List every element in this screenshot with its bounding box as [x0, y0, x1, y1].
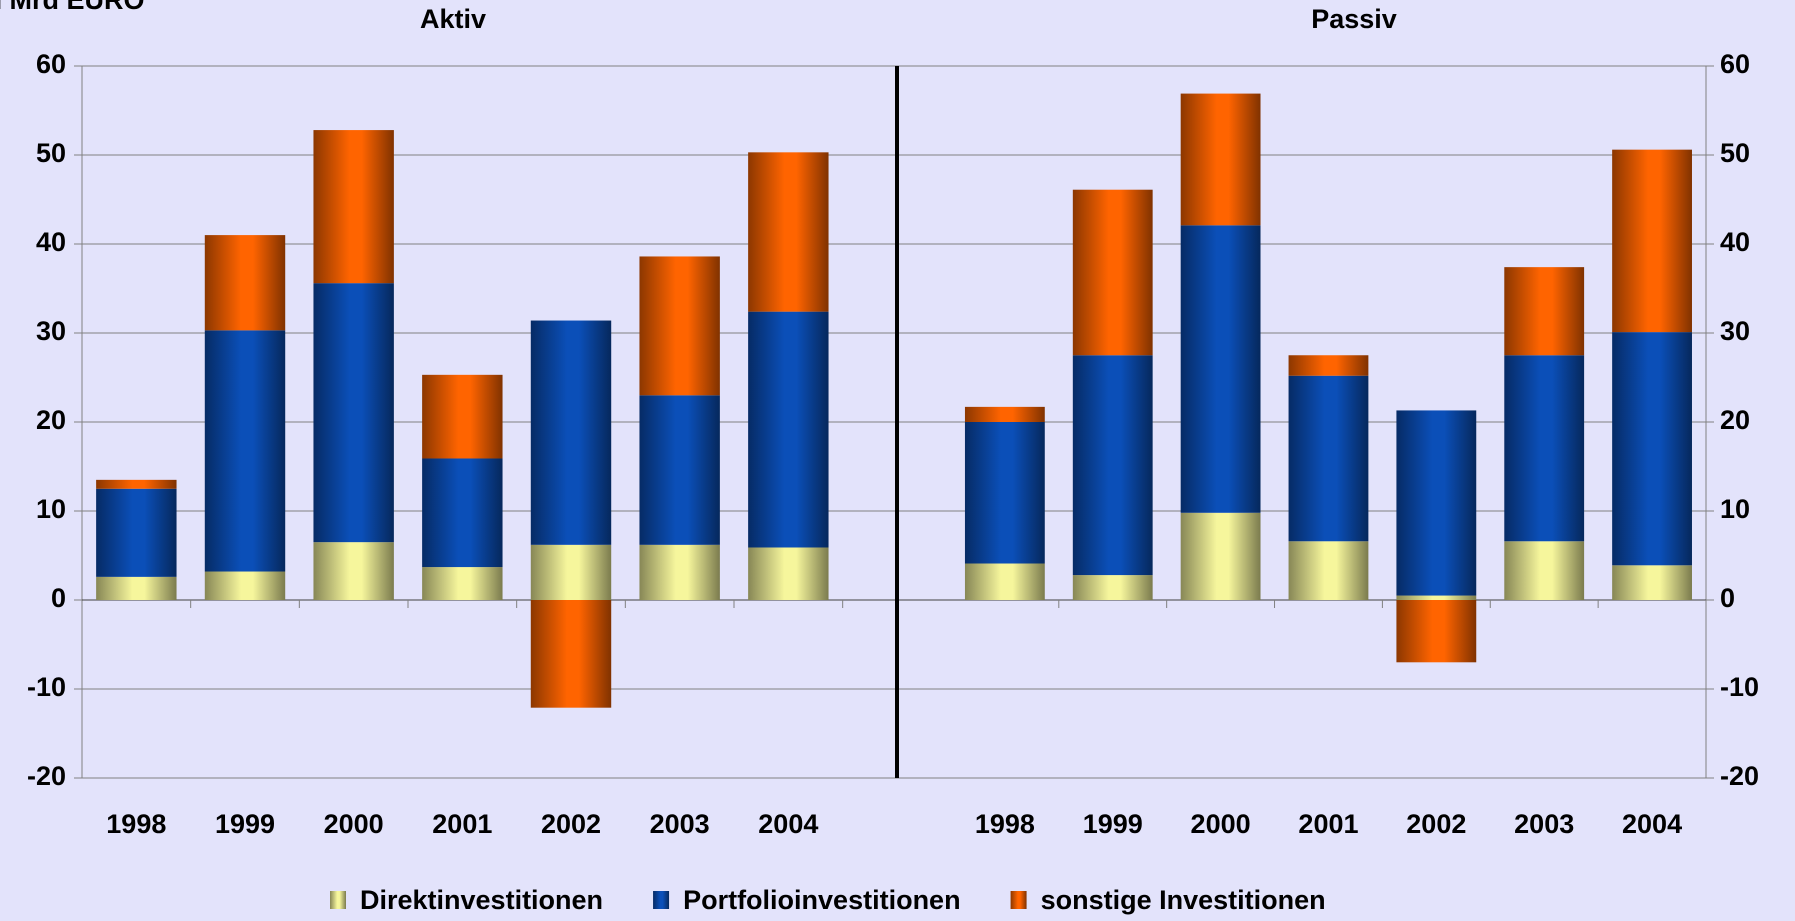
y-tick-label: 20	[1720, 405, 1750, 435]
bar-segment	[313, 542, 394, 600]
x-tick-label: 2002	[1406, 809, 1466, 839]
y-tick-label: 30	[1720, 316, 1750, 346]
bar-segment	[204, 330, 286, 572]
bar-segment	[1072, 189, 1153, 356]
bar-segment	[1288, 541, 1369, 600]
bar-segment	[1612, 565, 1692, 600]
x-tick-label: 2000	[1191, 809, 1251, 839]
y-tick-label: -10	[1720, 672, 1759, 702]
bar-segment	[639, 395, 720, 545]
legend-label: Portfolioinvestitionen	[683, 885, 961, 915]
y-axis-label: in Mrd EURO	[0, 0, 145, 15]
bar-segment	[1396, 410, 1477, 596]
x-tick-label: 2004	[1622, 809, 1682, 839]
bar-segment	[1288, 355, 1369, 376]
panel-title: Passiv	[1311, 4, 1397, 34]
panel-title: Aktiv	[420, 4, 486, 34]
y-tick-label: 50	[1720, 138, 1750, 168]
bar-segment	[1180, 93, 1261, 226]
bar-segment	[1396, 600, 1477, 663]
bar-segment	[1072, 355, 1153, 576]
y-tick-label: 10	[1720, 494, 1750, 524]
bar-segment	[1288, 375, 1369, 542]
x-tick-label: 2003	[1514, 809, 1574, 839]
y-tick-label: 0	[1720, 583, 1735, 613]
y-tick-label: -20	[1720, 761, 1759, 791]
x-tick-label: 1998	[106, 809, 166, 839]
bar-segment	[748, 311, 829, 548]
bar-segment	[96, 479, 177, 489]
bar-segment	[204, 235, 286, 331]
x-tick-label: 2000	[324, 809, 384, 839]
x-tick-label: 2004	[758, 809, 818, 839]
y-tick-label: 50	[36, 138, 66, 168]
bar-segment	[1180, 225, 1261, 513]
bar-segment	[1504, 541, 1585, 600]
bar-segment	[96, 488, 177, 577]
bar-segment	[964, 422, 1045, 564]
y-tick-label: -10	[27, 672, 66, 702]
x-tick-label: 1999	[215, 809, 275, 839]
bar-segment	[422, 567, 503, 600]
bar-segment	[530, 600, 612, 708]
bar-segment	[422, 458, 503, 568]
x-tick-label: 2001	[432, 809, 492, 839]
bar-segment	[964, 406, 1045, 422]
legend-swatch	[653, 891, 670, 909]
y-tick-label: 0	[51, 583, 66, 613]
y-tick-label: 40	[1720, 227, 1750, 257]
bar-segment	[748, 152, 829, 312]
y-tick-label: 30	[36, 316, 66, 346]
bar-segment	[1612, 149, 1692, 333]
bar-segment	[204, 571, 286, 600]
bar-segment	[639, 256, 720, 396]
y-tick-label: 20	[36, 405, 66, 435]
bar-segment	[313, 283, 394, 543]
x-tick-label: 2001	[1298, 809, 1358, 839]
bar-segment	[639, 544, 720, 600]
bar-segment	[1612, 332, 1692, 566]
bar-segment	[1504, 355, 1585, 542]
legend-swatch	[1010, 891, 1027, 909]
y-tick-label: 10	[36, 494, 66, 524]
x-tick-label: 1999	[1083, 809, 1143, 839]
bar-segment	[313, 130, 394, 284]
legend-label: sonstige Investitionen	[1041, 885, 1326, 915]
bar-segment	[530, 544, 612, 600]
y-tick-label: 40	[36, 227, 66, 257]
x-tick-label: 2002	[541, 809, 601, 839]
y-tick-label: 60	[36, 49, 66, 79]
bar-segment	[422, 374, 503, 459]
legend-swatch	[330, 891, 346, 909]
bar-segment	[1180, 512, 1261, 600]
bar-segment	[748, 547, 829, 600]
x-tick-label: 2003	[650, 809, 710, 839]
bar-segment	[96, 576, 177, 600]
y-tick-label: 60	[1720, 49, 1750, 79]
y-tick-label: -20	[27, 761, 66, 791]
x-tick-label: 1998	[975, 809, 1035, 839]
bar-segment	[1504, 267, 1585, 356]
bar-segment	[1396, 595, 1477, 600]
bar-segment	[1072, 575, 1153, 600]
legend-label: Direktinvestitionen	[360, 885, 603, 915]
bar-segment	[530, 320, 612, 545]
bar-segment	[964, 563, 1045, 600]
